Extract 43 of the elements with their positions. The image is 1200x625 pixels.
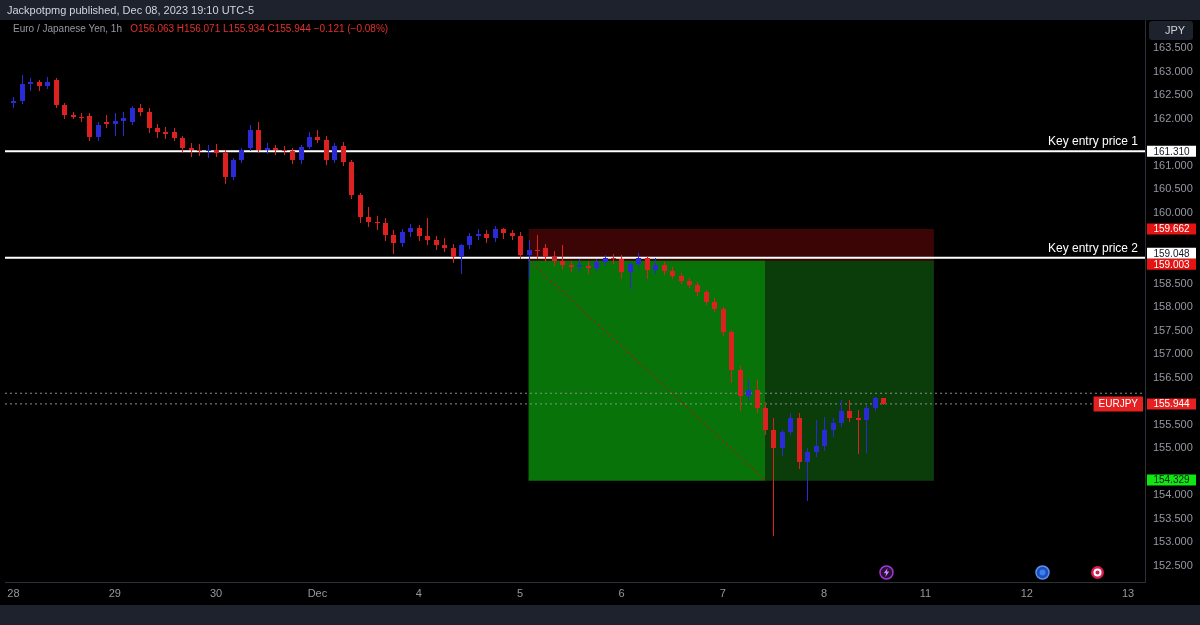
x-tick-label: 8 — [821, 586, 828, 599]
x-tick-label: 30 — [209, 586, 223, 599]
y-tick-label: 154.000 — [1153, 488, 1193, 501]
y-tick-label: 162.500 — [1153, 88, 1193, 101]
ref-line-label: EURJPY — [1098, 398, 1139, 410]
y-tick-label: 155.000 — [1153, 441, 1193, 454]
y-tick-label: 162.000 — [1153, 111, 1193, 124]
y-tick-label: 153.500 — [1153, 511, 1193, 524]
y-tick-label: 159.662 — [1153, 223, 1191, 235]
y-tick-label: 159.003 — [1153, 258, 1191, 270]
x-tick-label: 13 — [1121, 586, 1135, 599]
x-tick-label: 6 — [618, 586, 625, 599]
ref-line-label: Key entry price 1 — [1047, 134, 1139, 149]
x-tick-label: 5 — [517, 586, 524, 599]
y-tick-label: 163.500 — [1153, 41, 1193, 54]
y-tick-label: 161.310 — [1153, 145, 1191, 157]
y-tick-label: 157.000 — [1153, 347, 1193, 360]
y-tick-label: 163.000 — [1153, 64, 1193, 77]
annotation: O156.063 H156.071 L155.934 C155.944 −0.121 (−0.08%) — [130, 22, 389, 34]
y-tick-label: 155.500 — [1153, 417, 1193, 430]
y-tick-label: 154.329 — [1153, 474, 1191, 486]
chart-subtitle: Jackpotpmg published, Dec 08, 2023 19:10 UTC-5 — [7, 4, 255, 17]
y-tick-label: 157.500 — [1153, 323, 1193, 336]
chart-title: Euro / Japanese Yen, 1h — [13, 22, 122, 34]
ref-line-label: Key entry price 2 — [1047, 240, 1139, 255]
y-tick-label: 159.048 — [1153, 247, 1191, 259]
x-tick-label: 28 — [7, 586, 20, 599]
x-tick-label: 11 — [919, 586, 932, 599]
y-tick-label: 156.500 — [1153, 370, 1193, 383]
x-tick-label: 12 — [1020, 586, 1033, 599]
x-tick-label: 4 — [415, 586, 422, 599]
y-tick-label: 153.000 — [1153, 535, 1193, 548]
x-tick-label: 7 — [719, 586, 726, 599]
x-tick-label: Dec — [307, 586, 328, 599]
y-tick-label: 158.500 — [1153, 276, 1193, 289]
y-tick-label: 158.000 — [1153, 300, 1193, 313]
y-tick-label: 160.500 — [1153, 182, 1193, 195]
y-tick-label: 160.000 — [1153, 206, 1193, 219]
y-tick-label: 152.500 — [1153, 559, 1193, 572]
y-tick-label: 155.944 — [1153, 398, 1191, 410]
y-tick-label: 161.000 — [1153, 158, 1193, 171]
y-axis-title: JPY — [1165, 24, 1186, 37]
x-tick-label: 29 — [108, 586, 121, 599]
